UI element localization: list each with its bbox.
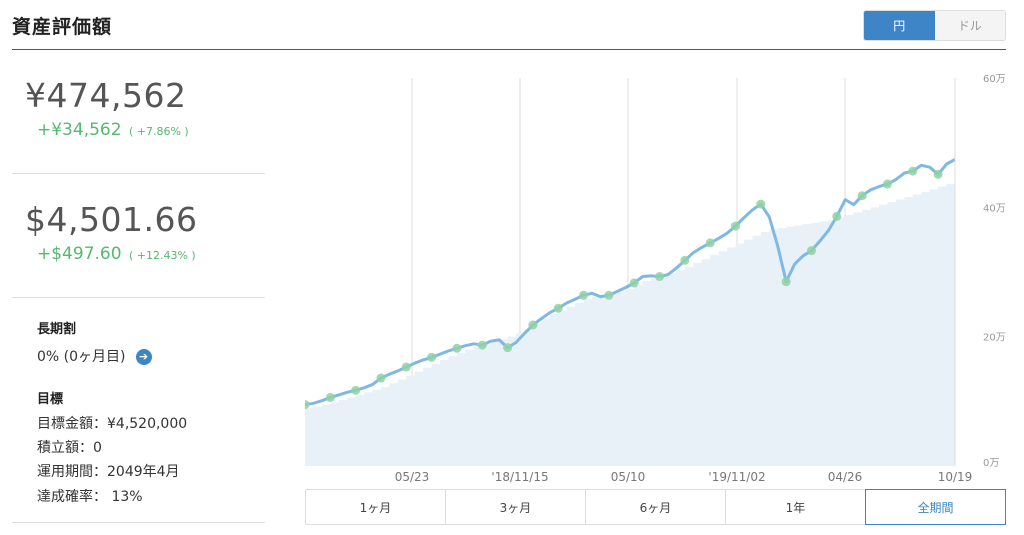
goal-probability: 達成確率： 13% [37, 489, 143, 505]
x-tick-label: '19/11/02 [708, 470, 765, 484]
data-point [680, 255, 690, 265]
goal-heading: 目標 [37, 392, 64, 407]
data-point [528, 320, 538, 330]
data-point [305, 400, 310, 410]
long-term-value: 0% (0ヶ月目) ➔ [37, 346, 152, 366]
range-1y-button[interactable]: 1年 [726, 490, 866, 524]
yen-gain-amount: +¥34,562 [37, 120, 122, 140]
yen-gain-percent: ( +7.86% ) [128, 125, 189, 138]
goal-contribution: 積立額：0 [37, 440, 102, 456]
asset-value-line [305, 158, 956, 407]
range-6m-button[interactable]: 6ヶ月 [586, 490, 726, 524]
arrow-right-icon[interactable]: ➔ [135, 349, 152, 365]
goal-period: 運用期間：2049年4月 [37, 464, 180, 480]
divider [12, 297, 265, 298]
data-point [857, 191, 867, 201]
data-point [579, 290, 589, 300]
range-1m-button[interactable]: 1ヶ月 [306, 490, 446, 524]
range-all-button[interactable]: 全期間 [865, 489, 1006, 525]
data-point [731, 221, 741, 231]
data-point [781, 277, 791, 287]
contribution-area [305, 181, 955, 466]
data-point [477, 340, 487, 350]
divider [12, 173, 265, 174]
data-point [401, 362, 411, 372]
data-point [604, 290, 614, 300]
currency-usd-button[interactable]: ドル [934, 11, 1005, 40]
goal-target-amount: 目標金額：¥4,520,000 [37, 416, 188, 432]
usd-total-value: $4,501.66 [25, 200, 198, 239]
data-point [832, 211, 842, 221]
header: 資産評価額 円 ドル [12, 0, 1006, 50]
long-term-heading: 長期割 [37, 322, 77, 337]
x-tick-label: 05/10 [611, 470, 646, 484]
data-point [503, 343, 513, 353]
y-tick-label: 0万 [983, 458, 999, 469]
divider [12, 522, 265, 523]
x-tick-label: 05/23 [395, 470, 430, 484]
data-point [553, 303, 563, 313]
usd-gain-percent: ( +12.43% ) [128, 249, 196, 262]
data-point [629, 278, 639, 288]
data-point [908, 166, 918, 176]
y-tick-label: 60万 [983, 74, 1006, 85]
asset-chart[interactable]: 0万 20万 40万 60万 05/23 '18/11/15 05/10 '19/11/02 0… [305, 70, 1020, 485]
data-point [452, 343, 462, 353]
currency-toggle[interactable]: 円 ドル [863, 10, 1006, 41]
yen-gain: +¥34,562 ( +7.86% ) [37, 120, 189, 140]
page-title: 資産評価額 [12, 16, 113, 38]
x-tick-label: '18/11/15 [491, 470, 548, 484]
range-3m-button[interactable]: 3ヶ月 [446, 490, 586, 524]
data-point [705, 238, 715, 248]
data-point [806, 246, 816, 256]
data-point [427, 352, 437, 362]
y-tick-label: 40万 [983, 203, 1006, 214]
data-point [882, 179, 892, 189]
range-selector[interactable]: 1ヶ月 3ヶ月 6ヶ月 1年 全期間 [305, 489, 1006, 525]
data-point [655, 272, 665, 282]
data-point [376, 373, 386, 383]
usd-gain-amount: +$497.60 [37, 244, 122, 264]
data-point [325, 392, 335, 402]
long-term-value-text: 0% (0ヶ月目) [37, 349, 126, 365]
x-tick-label: 04/26 [828, 470, 863, 484]
yen-total-value: ¥474,562 [25, 76, 187, 115]
data-point [756, 199, 766, 209]
y-tick-label: 20万 [983, 333, 1006, 344]
x-tick-label: 10/19 [938, 470, 973, 484]
data-point [933, 169, 943, 179]
currency-yen-button[interactable]: 円 [864, 11, 935, 40]
asset-chart-svg[interactable]: 0万 20万 40万 60万 05/23 '18/11/15 05/10 '19/11/02 0… [305, 70, 1020, 485]
usd-gain: +$497.60 ( +12.43% ) [37, 244, 196, 264]
data-point [351, 385, 361, 395]
